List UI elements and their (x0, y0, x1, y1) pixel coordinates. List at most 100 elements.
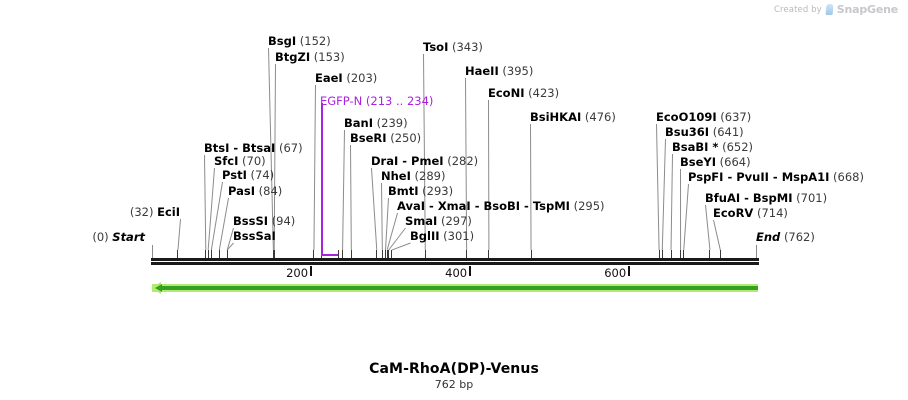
site-tick-652[interactable] (671, 250, 672, 258)
site-tick-153[interactable] (274, 250, 275, 258)
enzyme-label-bsihkai[interactable]: BsiHKAI (476) (530, 111, 616, 123)
enzyme-label-bseyi[interactable]: BseYI (664) (680, 156, 751, 168)
site-tick-32[interactable] (177, 250, 178, 258)
site-tick-701[interactable] (709, 250, 710, 258)
enzyme-label-bsabi-[interactable]: BsaBI * (652) (672, 141, 753, 153)
enzyme-name[interactable]: BsoBI (483, 199, 521, 213)
enzyme-name[interactable]: DraI (371, 154, 399, 168)
enzyme-name[interactable]: PstI (222, 168, 247, 182)
enzyme-name[interactable]: NheI (381, 169, 411, 183)
enzyme-label-btsi-btsai[interactable]: BtsI - BtsaI (67) (204, 142, 303, 154)
site-tick-423[interactable] (488, 250, 489, 258)
site-tick-293[interactable] (385, 250, 386, 258)
enzyme-label-ecii[interactable]: (32) EciI (130, 206, 180, 218)
enzyme-label-psti[interactable]: PstI (74) (222, 169, 274, 181)
enzyme-name[interactable]: SmaI (405, 214, 438, 228)
page-title: CaM-RhoA(DP)-Venus (369, 361, 539, 377)
enzyme-name[interactable]: MspA1I (781, 170, 830, 184)
enzyme-name[interactable]: Bsu36I (665, 125, 710, 139)
enzyme-name[interactable]: BseRI (350, 131, 387, 145)
site-tick-295[interactable] (387, 250, 388, 258)
enzyme-label-bsu36i[interactable]: Bsu36I (641) (665, 126, 744, 138)
enzyme-label-smai[interactable]: SmaI (297) (405, 215, 472, 227)
enzyme-label-bglii[interactable]: BglII (301) (410, 230, 474, 242)
enzyme-label-pspfi-pvuii-mspa1i[interactable]: PspFI - PvuII - MspA1I (668) (688, 171, 864, 183)
enzyme-name[interactable]: BtsI (204, 141, 230, 155)
enzyme-name[interactable]: BssSI (233, 214, 269, 228)
site-tick-714[interactable] (720, 250, 721, 258)
enzyme-name[interactable]: BtgZI (275, 50, 311, 64)
enzyme-name[interactable]: BanI (344, 116, 373, 130)
feature-label-egfp-n[interactable]: EGFP-N (213 .. 234) (320, 95, 433, 107)
enzyme-label-bfuai-bspmi[interactable]: BfuAI - BspMI (701) (705, 192, 827, 204)
enzyme-name[interactable]: BseYI (680, 155, 717, 169)
enzyme-label-eaei[interactable]: EaeI (203) (315, 72, 377, 84)
enzyme-label-ecorv[interactable]: EcoRV (714) (713, 207, 788, 219)
enzyme-label-bmti[interactable]: BmtI (293) (388, 185, 453, 197)
enzyme-label-bsgi[interactable]: BsgI (152) (268, 35, 331, 47)
enzyme-label-drai-pmei[interactable]: DraI - PmeI (282) (371, 155, 478, 167)
enzyme-name[interactable]: AvaI (397, 199, 426, 213)
enzyme-label-btgzi[interactable]: BtgZI (153) (275, 51, 345, 63)
enzyme-name[interactable]: BssSaI (233, 229, 276, 243)
site-tick-84[interactable] (219, 250, 220, 258)
feature-bar-egfp-n[interactable] (321, 254, 339, 256)
enzyme-name[interactable]: BsaBI * (672, 140, 719, 154)
site-tick-395[interactable] (466, 250, 467, 258)
enzyme-name[interactable]: BsiHKAI (530, 110, 582, 124)
site-tick-297[interactable] (388, 250, 389, 258)
enzyme-name[interactable]: EcoNI (488, 86, 525, 100)
enzyme-name[interactable]: XmaI (437, 199, 471, 213)
enzyme-name[interactable]: EcoRV (713, 206, 754, 220)
enzyme-label-ecoo109i[interactable]: EcoO109I (637) (656, 111, 751, 123)
site-tick-664[interactable] (680, 250, 681, 258)
enzyme-name[interactable]: EcoO109I (656, 110, 717, 124)
enzyme-name[interactable]: HaeII (465, 64, 499, 78)
enzyme-name[interactable]: BfuAI (705, 191, 741, 205)
enzyme-name[interactable]: BsgI (268, 34, 297, 48)
enzyme-name[interactable]: BspMI (752, 191, 793, 205)
enzyme-name[interactable]: BglII (410, 229, 440, 243)
orf-arrow-body[interactable] (157, 286, 758, 290)
enzyme-name[interactable]: TsoI (423, 40, 449, 54)
site-tick-637[interactable] (659, 250, 660, 258)
enzyme-label-bseri[interactable]: BseRI (250) (350, 132, 421, 144)
site-tick-203[interactable] (313, 250, 314, 258)
site-tick-250[interactable] (351, 250, 352, 258)
site-tick-67[interactable] (205, 250, 206, 258)
enzyme-name[interactable]: EaeI (315, 71, 343, 85)
enzyme-label-pasi[interactable]: PasI (84) (228, 185, 282, 197)
enzyme-name[interactable]: PvuII (736, 170, 769, 184)
enzyme-name[interactable]: EciI (157, 205, 180, 219)
enzyme-label-sfci[interactable]: SfcI (70) (214, 155, 266, 167)
enzyme-label-bsssi[interactable]: BssSI (94) (233, 215, 295, 227)
feature-name[interactable]: EGFP-N (320, 94, 363, 108)
site-tick-74[interactable] (211, 250, 212, 258)
enzyme-label-nhei[interactable]: NheI (289) (381, 170, 445, 182)
enzyme-name[interactable]: PmeI (411, 154, 444, 168)
enzyme-name[interactable]: BtsaI (242, 141, 276, 155)
site-tick-282[interactable] (376, 250, 377, 258)
enzyme-label-tsoi[interactable]: TsoI (343) (423, 41, 483, 53)
site-tick-476[interactable] (531, 250, 532, 258)
site-tick-343[interactable] (425, 250, 426, 258)
site-tick-94[interactable] (227, 250, 228, 258)
site-tick-239[interactable] (342, 250, 343, 258)
enzyme-name[interactable]: TspMI (532, 199, 570, 213)
site-tick-289[interactable] (382, 250, 383, 258)
enzyme-label-econi[interactable]: EcoNI (423) (488, 87, 559, 99)
site-tick-70[interactable] (208, 250, 209, 258)
enzyme-label-avai-xmai-bsobi-tspmi[interactable]: AvaI - XmaI - BsoBI - TspMI (295) (397, 200, 605, 212)
enzyme-name[interactable]: PspFI (688, 170, 724, 184)
enzyme-name[interactable]: BmtI (388, 184, 419, 198)
site-tick-234[interactable] (338, 250, 339, 258)
site-tick-301[interactable] (391, 250, 392, 258)
enzyme-name[interactable]: SfcI (214, 154, 239, 168)
site-tick-641[interactable] (662, 250, 663, 258)
enzyme-label-bani[interactable]: BanI (239) (344, 117, 408, 129)
enzyme-label-bsssai[interactable]: BssSaI (233, 230, 276, 242)
enzyme-label-haeii[interactable]: HaeII (395) (465, 65, 533, 77)
site-tick-668[interactable] (683, 250, 684, 258)
site-tick-152[interactable] (273, 250, 274, 258)
enzyme-name[interactable]: PasI (228, 184, 256, 198)
